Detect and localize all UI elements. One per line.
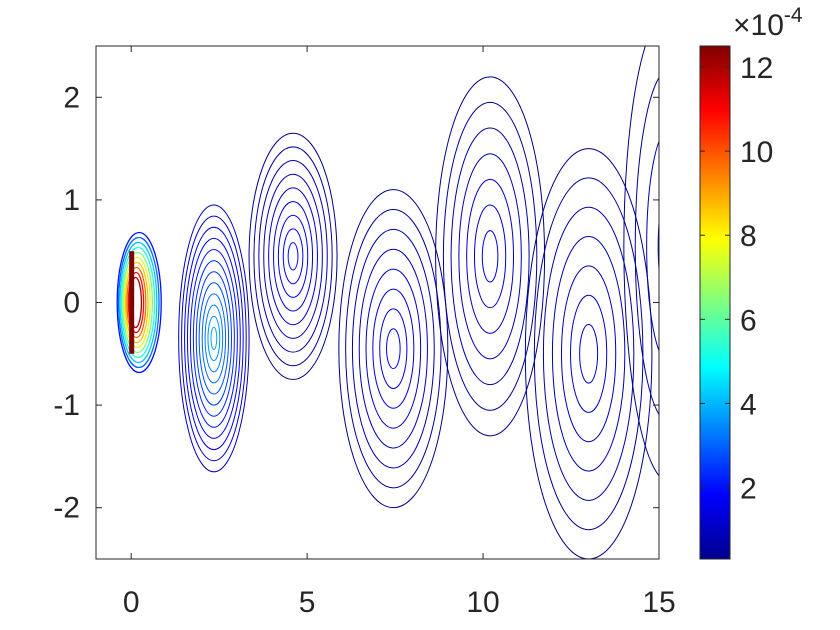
contour-line: [551, 235, 626, 472]
x-axis: 0 5 10 15: [123, 46, 676, 619]
x-tick-label: 15: [642, 586, 675, 619]
y-axis: -2 -1 0 1 2: [53, 81, 659, 525]
contour-line: [338, 189, 449, 509]
contour-line: [657, 218, 659, 274]
contour-line: [123, 256, 151, 349]
contour-line: [117, 236, 160, 369]
contour-line: [287, 242, 299, 271]
contour-line: [623, 46, 659, 477]
contour-line: [178, 204, 250, 473]
contour-line: [351, 228, 435, 469]
contour-line: [258, 160, 328, 353]
contour-line: [282, 228, 304, 285]
colorbar-tick-label: 4: [740, 388, 757, 421]
colorbar-ticks: 2 4 6 8 10 12: [700, 52, 773, 506]
contour-line: [198, 282, 230, 395]
contour-line: [207, 315, 221, 362]
colorbar-tick-label: 8: [740, 220, 757, 253]
contour-line: [119, 241, 158, 364]
contour-line: [542, 206, 635, 501]
contour-line: [263, 173, 323, 339]
colorbar-tick-label: 2: [740, 473, 757, 506]
contour-line: [116, 231, 162, 374]
contour-line: [204, 304, 224, 373]
contour-lines: [116, 46, 659, 559]
contour-line: [273, 201, 314, 312]
contour-line: [435, 76, 546, 437]
axes-background: [96, 46, 659, 559]
contour-line: [365, 268, 422, 429]
contour-line: [458, 153, 522, 360]
contour-line: [379, 308, 408, 389]
contour-line: [561, 265, 617, 443]
contour-line: [189, 249, 238, 428]
y-tick-label: 0: [63, 287, 80, 320]
contour-line: [570, 294, 608, 413]
contour-line: [474, 204, 507, 309]
x-tick-label: 10: [466, 586, 499, 619]
contour-line: [124, 261, 149, 344]
contour-line: [442, 101, 538, 411]
contour-line: [126, 266, 147, 339]
plate-body: [129, 251, 135, 354]
contour-line: [345, 208, 442, 489]
x-tick-label: 5: [299, 586, 316, 619]
contour-line: [253, 146, 333, 367]
contour-line: [466, 178, 515, 334]
contour-line: [195, 271, 232, 406]
contour-line: [579, 324, 599, 384]
colorbar: [699, 45, 731, 560]
contour-line: [122, 251, 154, 354]
contour-line: [186, 237, 241, 439]
contour-line: [481, 230, 499, 283]
colorbar-tick-label: 6: [740, 304, 757, 337]
colorbar-multiplier: ×10-4: [733, 4, 803, 42]
colorbar-tick-label: 10: [740, 136, 773, 169]
colorbar-tick-label: 12: [740, 52, 773, 85]
contour-line: [277, 214, 309, 298]
contour-line: [201, 293, 227, 384]
contour-line: [127, 271, 145, 334]
contour-line: [268, 187, 318, 326]
contour-line: [248, 132, 338, 380]
y-tick-label: 1: [63, 184, 80, 217]
y-tick-label: -1: [53, 389, 80, 422]
contour-line: [386, 328, 401, 370]
contour-line: [210, 326, 218, 351]
contour-line: [646, 139, 659, 353]
y-tick-label: 2: [63, 81, 80, 114]
contour-line: [358, 248, 428, 449]
colorbar-exponent: -4: [784, 4, 803, 27]
contour-line: [184, 226, 244, 451]
contour-line: [450, 127, 530, 386]
contour-line: [533, 177, 644, 531]
contour-line: [634, 76, 659, 416]
contour-line: [181, 215, 247, 462]
y-tick-label: -2: [53, 492, 80, 525]
x-tick-label: 0: [123, 586, 140, 619]
contour-line: [120, 246, 156, 359]
contour-line: [372, 288, 415, 409]
contour-line: [192, 260, 235, 417]
